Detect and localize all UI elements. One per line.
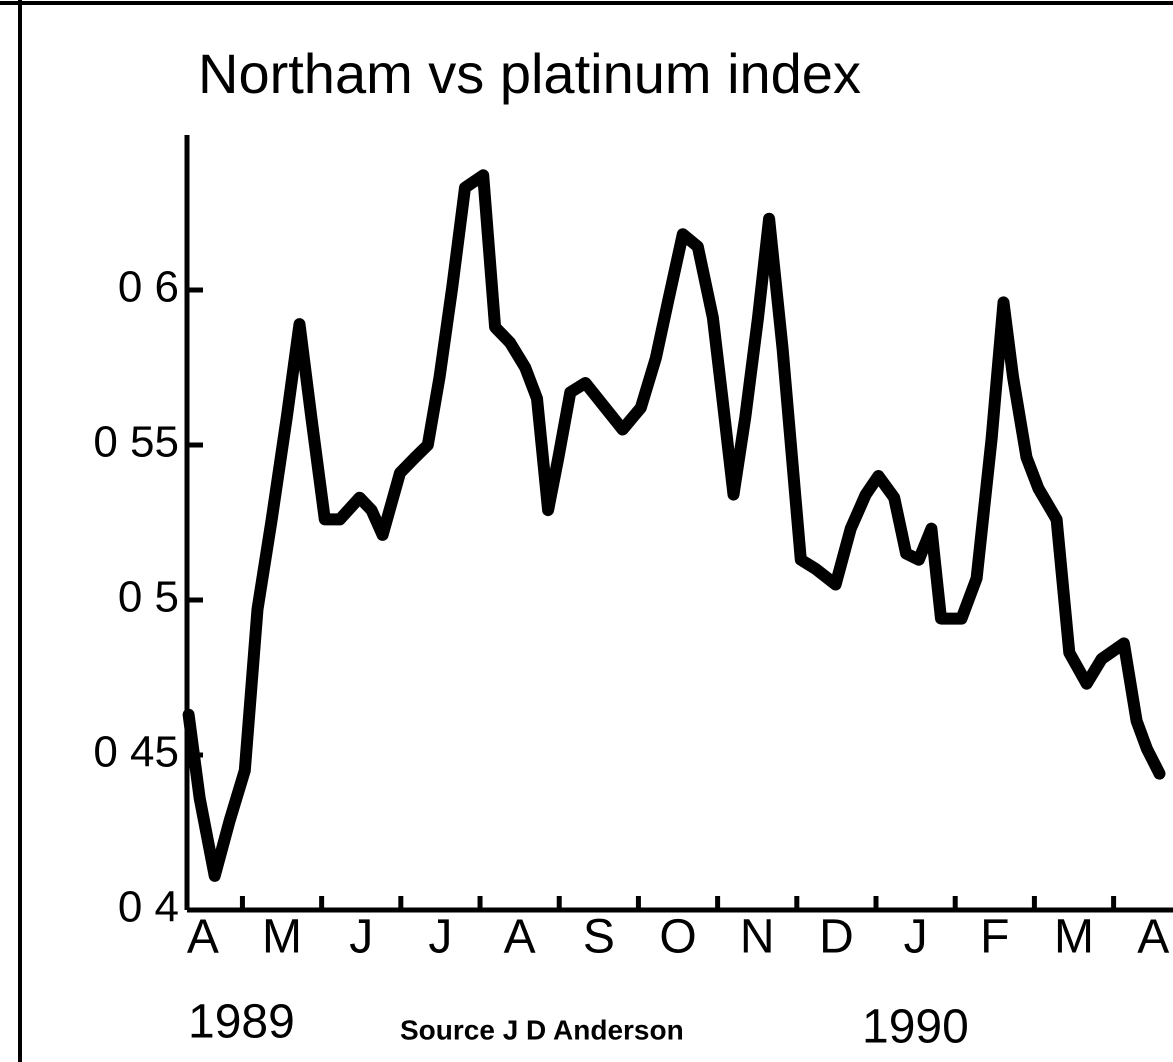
year-label: 1989 xyxy=(188,996,295,1049)
x-tick-label: D xyxy=(819,911,854,964)
y-tick-label: 0 4 xyxy=(118,883,179,932)
x-tick-label: O xyxy=(659,911,696,964)
x-tick-label: M xyxy=(1054,911,1094,964)
x-tick-label: F xyxy=(980,911,1009,964)
data-line xyxy=(182,169,1166,882)
x-tick-label: A xyxy=(504,911,536,964)
x-tick-label: N xyxy=(740,911,775,964)
y-tick-label: 0 55 xyxy=(93,418,179,467)
year-label: 1990 xyxy=(862,1001,969,1054)
x-tick-label: A xyxy=(1137,911,1169,964)
x-tick-label: J xyxy=(349,911,373,964)
x-tick-label: A xyxy=(187,911,219,964)
y-tick-label: 0 6 xyxy=(118,263,179,312)
y-tick-label: 0 45 xyxy=(93,728,179,777)
y-tick-label: 0 5 xyxy=(118,573,179,622)
x-tick-label: J xyxy=(904,911,928,964)
x-tick-label: M xyxy=(262,911,302,964)
x-tick-label: J xyxy=(428,911,452,964)
chart-title: Northam vs platinum index xyxy=(198,42,861,105)
x-tick-label: S xyxy=(583,911,615,964)
source-note: Source J D Anderson xyxy=(400,1014,684,1045)
